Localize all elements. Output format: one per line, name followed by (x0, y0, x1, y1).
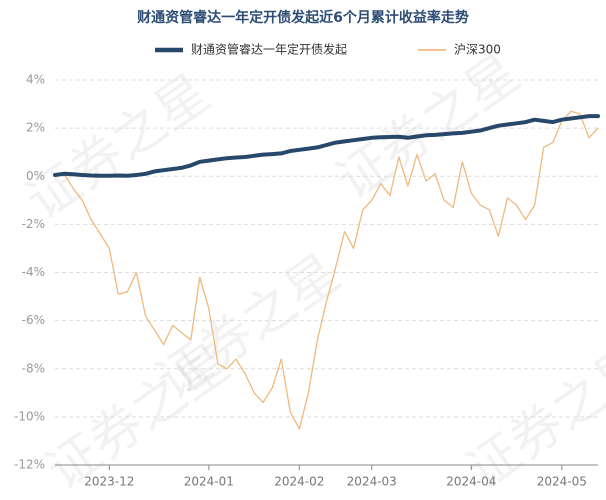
x-tick-label: 2024-04 (446, 475, 496, 489)
watermark: 证券之星 (326, 43, 531, 211)
chart-title: 财通资管睿达一年定开债发起近6个月累计收益率走势 (136, 9, 469, 26)
y-tick-label: -2% (22, 217, 45, 231)
x-tick-label: 2024-01 (184, 475, 234, 489)
series-line (53, 114, 600, 178)
y-tick-label: 0% (26, 169, 45, 183)
x-tick-label: 2023-12 (84, 475, 134, 489)
y-tick-label: 4% (26, 73, 45, 87)
y-tick-label: -6% (22, 313, 45, 327)
y-tick-label: 2% (26, 121, 45, 135)
y-tick-label: -10% (14, 409, 45, 423)
y-tick-label: -12% (14, 458, 45, 472)
x-tick-label: 2024-05 (537, 475, 587, 489)
watermark: 证券之星 (16, 63, 221, 231)
legend-label: 财通资管睿达一年定开债发起 (191, 42, 347, 57)
x-tick-label: 2024-03 (347, 475, 397, 489)
y-tick-label: -4% (22, 265, 45, 279)
x-tick-label: 2024-02 (274, 475, 324, 489)
legend-label: 沪深300 (454, 43, 501, 57)
y-tick-label: -8% (22, 361, 45, 375)
series-line (54, 110, 599, 430)
